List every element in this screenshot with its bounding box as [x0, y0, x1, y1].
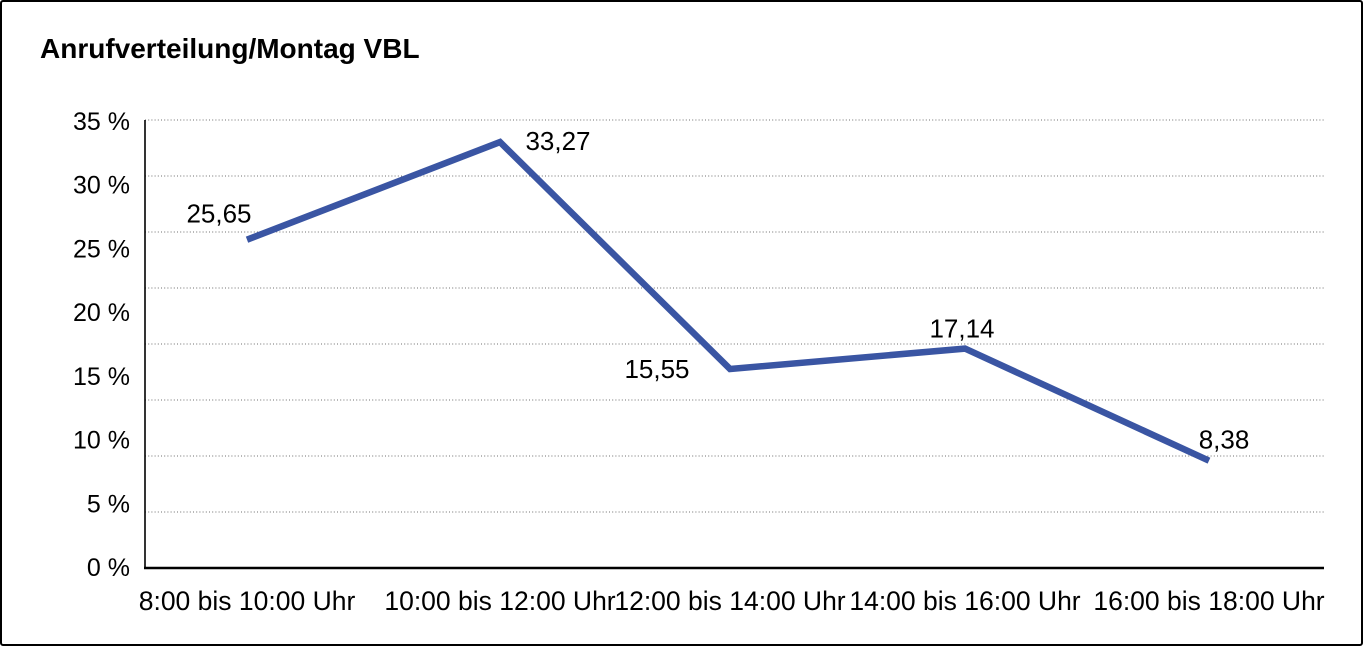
data-point-value-label: 15,55 — [624, 354, 689, 384]
data-point-value-label: 25,65 — [186, 199, 251, 229]
y-tick-label: 15 % — [73, 363, 130, 391]
x-category-label: 14:00 bis 16:00 Uhr — [849, 586, 1080, 616]
x-category-label: 10:00 bis 12:00 Uhr — [384, 586, 615, 616]
y-tick-label: 35 % — [73, 108, 130, 136]
chart-title: Anrufverteilung/Montag VBL — [40, 33, 420, 64]
y-tick-label: 5 % — [87, 490, 130, 518]
data-series-line — [245, 138, 1211, 464]
data-point-value-label: 33,27 — [525, 126, 590, 156]
x-category-label: 8:00 bis 10:00 Uhr — [139, 586, 356, 616]
y-tick-label: 20 % — [73, 299, 130, 327]
data-point-value-label: 17,14 — [929, 314, 994, 344]
y-tick-label: 10 % — [73, 427, 130, 455]
x-category-label: 16:00 bis 18:00 Uhr — [1093, 586, 1324, 616]
y-tick-label: 0 % — [87, 554, 130, 582]
x-category-label: 12:00 bis 14:00 Uhr — [614, 586, 845, 616]
data-point-value-label: 8,38 — [1199, 425, 1250, 455]
y-tick-label: 25 % — [73, 235, 130, 263]
y-tick-label: 30 % — [73, 172, 130, 200]
